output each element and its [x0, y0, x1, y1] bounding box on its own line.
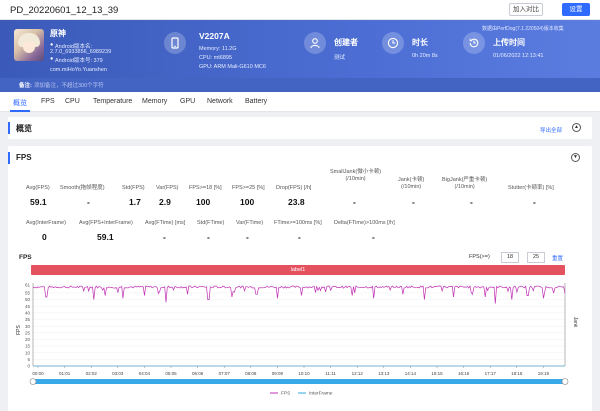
user-icon: [304, 32, 326, 54]
tab-gpu[interactable]: GPU: [180, 98, 196, 105]
fps-threshold-max-input[interactable]: 25: [527, 252, 545, 263]
metric-var-ftime-value: -: [246, 232, 249, 242]
tab-overview[interactable]: 概览: [13, 100, 27, 107]
clock-icon: [382, 32, 404, 54]
add-to-compare-button[interactable]: 加入对比: [509, 3, 543, 16]
history-icon: [463, 32, 485, 54]
metric-jank-label: Jank(卡顿) (/10min): [398, 177, 425, 190]
device-name: V2207A: [199, 31, 230, 41]
metric-fps25-value: 100: [240, 197, 255, 207]
app-version: 2.7.0_6933856_6989239: [50, 49, 112, 55]
tab-temperature[interactable]: Temperature: [93, 98, 133, 105]
metric-fps18-label: FPS>=18 [%]: [189, 185, 222, 191]
chart-title: FPS: [19, 254, 32, 261]
creator-value: 测试: [334, 55, 346, 61]
metric-smooth-value: -: [87, 197, 90, 207]
metric-var-fps-label: Var(FPS): [156, 185, 179, 191]
tab-fps[interactable]: FPS: [41, 98, 55, 105]
section-accent: [8, 122, 10, 134]
reset-link[interactable]: 重置: [552, 256, 564, 262]
metric-drop-label: Drop(FPS) [/h]: [276, 185, 312, 191]
app-package: com.miHoYo.Yuanshen: [50, 67, 107, 73]
metric-avg-interframe-label: Avg(InterFrame): [26, 220, 66, 226]
device-gpu: GPU: ARM Mali-G610 MC6: [199, 64, 266, 70]
metric-std-fps-label: Std(FPS): [122, 185, 145, 191]
metric-avg-fps-label: Avg(FPS): [26, 185, 50, 191]
metric-jank-value: -: [412, 197, 415, 207]
fps-threshold-label: FPS(>=): [469, 254, 490, 260]
metric-delta-ftime-value: -: [372, 232, 375, 242]
metric-avg-fps-interframe-label: Avg(FPS+InterFrame): [79, 220, 133, 226]
fps-card: FPS ▼: [8, 146, 592, 411]
phone-icon: [164, 32, 186, 54]
app-icon: [14, 29, 44, 61]
metric-avg-ftime-label: Avg(FTime) [ms]: [145, 220, 186, 226]
metric-fps25-label: FPS>=25 [%]: [232, 185, 265, 191]
metric-stutter-value: -: [533, 197, 536, 207]
upload-time-label: 上传时间: [493, 38, 525, 47]
note-label: 备注:: [19, 83, 32, 89]
overview-card: 概览 导出全部 ▲: [8, 117, 592, 139]
metric-stutter-label: Stutter(卡顿率) [%]: [508, 185, 554, 191]
tab-memory[interactable]: Memory: [142, 98, 168, 105]
metric-std-ftime-label: Std(FTime): [197, 220, 225, 226]
device-memory: Memory: 11.2G: [199, 46, 237, 52]
note-bar[interactable]: 备注: 添加备注，不超过300个字符: [0, 78, 600, 92]
metric-std-ftime-value: -: [207, 232, 210, 242]
tab-network[interactable]: Network: [207, 98, 233, 105]
duration-label: 时长: [412, 38, 428, 47]
android-icon: ●: [50, 56, 54, 62]
metric-drop-value: 23.8: [288, 197, 305, 207]
app-version-code: Android版本号: 379: [55, 58, 103, 64]
tab-battery[interactable]: Battery: [245, 98, 268, 105]
top-bar: PD_20220601_12_13_39 加入对比 设置: [0, 0, 600, 20]
app-version-label: Android版本名:: [55, 44, 92, 50]
duration-value: 0h 20m 8s: [412, 53, 438, 59]
session-info-banner: 原神 ● Android版本名: 2.7.0_6933856_6989239 ●…: [0, 20, 600, 92]
metric-ftime100-label: FTime>=100ms [%]: [274, 220, 322, 226]
metric-ftime100-value: -: [298, 232, 301, 242]
android-icon: ●: [50, 42, 54, 48]
metric-fps18-value: 100: [196, 197, 211, 207]
metric-tabs: 概览 FPS CPU Temperature Memory GPU Networ…: [0, 92, 600, 112]
settings-button[interactable]: 设置: [562, 3, 590, 16]
device-cpu: CPU: mt6895: [199, 55, 233, 61]
perfdog-version-info: 数据由PerfDog(7.1.220504)版本收集: [482, 26, 564, 32]
overview-collapse-button[interactable]: ▲: [572, 123, 581, 132]
upload-time-value: 01/06/2022 12:13:41: [493, 53, 544, 59]
metric-delta-ftime-label: Delta(FTime)>100ms [/h]: [334, 220, 395, 226]
metric-bigjank-value: -: [470, 197, 473, 207]
metric-avg-ftime-value: -: [163, 232, 166, 242]
metric-smalljank-label: SmallJank(微小卡顿) (/10min): [330, 169, 382, 182]
metric-var-fps-value: 2.9: [159, 197, 171, 207]
metric-var-ftime-label: Var(FTime): [236, 220, 264, 226]
metric-smalljank-value: -: [353, 197, 356, 207]
metric-avg-fps-value: 59.1: [30, 197, 47, 207]
note-input[interactable]: 添加备注，不超过300个字符: [34, 83, 104, 89]
app-name: 原神: [50, 29, 66, 38]
fps-section-title: FPS: [16, 153, 32, 162]
page-title: PD_20220601_12_13_39: [10, 5, 119, 16]
metric-std-fps-value: 1.7: [129, 197, 141, 207]
overview-title: 概览: [16, 124, 32, 133]
fps-collapse-button[interactable]: ▼: [571, 153, 580, 162]
metric-smooth-label: Smooth(拖帧程度): [60, 185, 105, 191]
label-marker-bar[interactable]: label1: [31, 265, 565, 275]
section-accent: [8, 152, 10, 164]
tab-cpu[interactable]: CPU: [65, 98, 80, 105]
metric-avg-fps-interframe-value: 59.1: [97, 232, 114, 242]
creator-label: 创建者: [334, 38, 358, 47]
metric-avg-interframe-value: 0: [42, 232, 47, 242]
metric-bigjank-label: BigJank(严重卡顿) (/10min): [442, 177, 488, 190]
active-tab-indicator: [10, 110, 30, 112]
fps-threshold-min-input[interactable]: 18: [501, 252, 519, 263]
export-all-link[interactable]: 导出全部: [540, 128, 563, 134]
